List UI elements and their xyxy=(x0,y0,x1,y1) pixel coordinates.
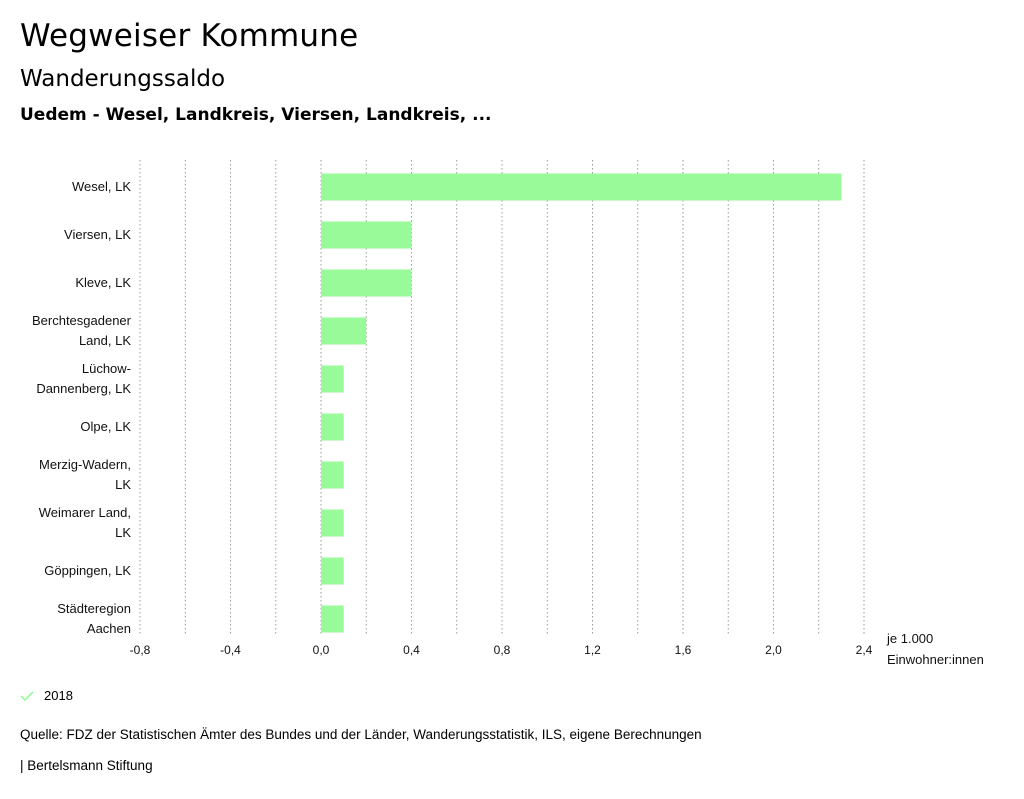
x-tick-label: 2,4 xyxy=(856,643,873,657)
category-label: Wesel, LK xyxy=(72,179,131,194)
x-axis-unit-label: je 1.000 xyxy=(886,631,933,646)
bar-9[interactable] xyxy=(321,605,344,633)
bar-3[interactable] xyxy=(321,317,367,345)
category-label: Göppingen, LK xyxy=(44,563,131,578)
legend-label: 2018 xyxy=(44,688,73,703)
bars xyxy=(321,173,842,633)
bar-6[interactable] xyxy=(321,461,344,489)
bar-1[interactable] xyxy=(321,221,412,249)
check-icon xyxy=(20,690,34,701)
category-label: Weimarer Land, LK xyxy=(39,505,132,540)
x-tick-label: 0,8 xyxy=(494,643,511,657)
category-label: Viersen, LK xyxy=(64,227,131,242)
x-axis-unit-label: Einwohner:innen xyxy=(887,652,984,667)
x-tick-label: 1,2 xyxy=(584,643,601,657)
x-tick-label: 2,0 xyxy=(765,643,782,657)
page-title: Wegweiser Kommune xyxy=(20,18,359,54)
category-label: Olpe, LK xyxy=(80,419,131,434)
category-label: Kleve, LK xyxy=(75,275,131,290)
bar-2[interactable] xyxy=(321,269,412,297)
source-note: Quelle: FDZ der Statistischen Ämter des … xyxy=(20,727,702,742)
bar-8[interactable] xyxy=(321,557,344,585)
category-label: Berchtesgadener Land, LK xyxy=(32,313,132,348)
x-tick-label: 1,6 xyxy=(675,643,692,657)
grid-lines xyxy=(139,160,865,636)
category-label: Lüchow-Dannenberg, LK xyxy=(36,361,131,396)
bar-chart: Wesel, LK Viersen, LK Kleve, LK Berchtesgad… xyxy=(32,160,984,667)
x-tick-label: -0,4 xyxy=(220,643,241,657)
category-label: Städteregion Aachen xyxy=(57,601,131,636)
x-tick-label: 0,0 xyxy=(313,643,330,657)
indicator-title: Wanderungssaldo xyxy=(20,66,226,92)
brand-footer: | Bertelsmann Stiftung xyxy=(20,758,153,773)
x-tick-label: -0,8 xyxy=(130,643,151,657)
bar-4[interactable] xyxy=(321,365,344,393)
x-tick-label: 0,4 xyxy=(403,643,420,657)
bar-7[interactable] xyxy=(321,509,344,537)
bar-5[interactable] xyxy=(321,413,344,441)
region-selection: Uedem - Wesel, Landkreis, Viersen, Landk… xyxy=(20,105,492,125)
category-labels: Wesel, LK Viersen, LK Kleve, LK Berchtesgad… xyxy=(32,179,132,636)
x-axis-unit: je 1.000 Einwohner:innen xyxy=(886,631,984,667)
legend-item-2018[interactable]: 2018 xyxy=(20,688,73,703)
bar-0[interactable] xyxy=(321,173,842,201)
category-label: Merzig-Wadern, LK xyxy=(39,457,131,492)
x-axis-ticks: -0,8 -0,4 0,0 0,4 0,8 1,2 1,6 2,0 2,4 xyxy=(130,643,873,657)
